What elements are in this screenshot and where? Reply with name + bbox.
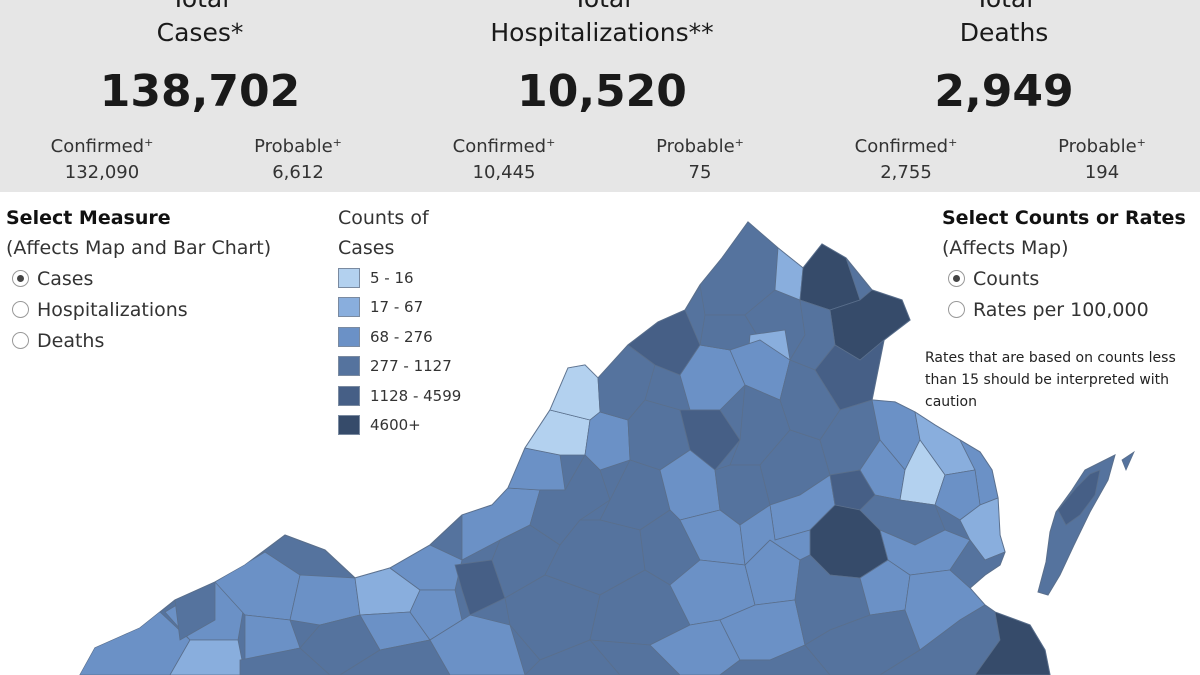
deaths-confirmed-value: 2,755	[880, 162, 932, 183]
dagger-mark: +	[734, 136, 744, 149]
radio-selected-icon[interactable]	[948, 270, 965, 287]
counts-rates-panel: Select Counts or Rates (Affects Map) Cou…	[942, 203, 1186, 325]
measure-subheading: (Affects Map and Bar Chart)	[6, 237, 272, 259]
hospitalizations-probable: Probable+ 75	[600, 130, 800, 186]
cases-title-line1: Total	[0, 0, 400, 15]
legend-label: 277 - 1127	[370, 357, 452, 376]
radio-label: Counts	[973, 267, 1040, 290]
legend-label: 4600+	[370, 416, 421, 435]
county-region[interactable]	[549, 364, 601, 421]
scale-subheading: (Affects Map)	[942, 237, 1069, 259]
hospitalizations-confirmed: Confirmed+ 10,445	[404, 130, 604, 186]
hospitalizations-title-line1: Total	[402, 0, 802, 15]
radio-deaths[interactable]: Deaths	[6, 325, 271, 356]
hospitalizations-total: 10,520	[517, 66, 687, 117]
deaths-confirmed: Confirmed+ 2,755	[806, 130, 1006, 186]
legend-label: 17 - 67	[370, 298, 424, 317]
rates-caution-note: Rates that are based on counts less than…	[925, 350, 1176, 410]
county-region[interactable]	[799, 243, 861, 311]
legend-item[interactable]: 17 - 67	[338, 293, 461, 323]
radio-counts[interactable]: Counts	[942, 263, 1186, 294]
radio-label: Rates per 100,000	[973, 298, 1149, 321]
dagger-mark: +	[144, 136, 154, 149]
legend-swatch	[338, 385, 360, 406]
radio-rates[interactable]: Rates per 100,000	[942, 294, 1186, 325]
legend-title-line1: Counts of	[338, 207, 429, 229]
radio-selected-icon[interactable]	[12, 270, 29, 287]
deaths-confirmed-label: Confirmed	[854, 136, 949, 157]
legend-item[interactable]: 68 - 276	[338, 322, 461, 352]
county-region[interactable]	[454, 559, 506, 616]
dagger-mark: +	[332, 136, 342, 149]
legend-swatch	[338, 267, 360, 288]
legend-title-line2: Cases	[338, 237, 395, 259]
hospitalizations-probable-label: Probable	[656, 136, 735, 157]
radio-cases[interactable]: Cases	[6, 263, 271, 294]
county-region[interactable]	[174, 581, 216, 641]
county-region[interactable]	[974, 611, 1050, 675]
legend-label: 68 - 276	[370, 327, 433, 346]
legend-label: 1128 - 4599	[370, 386, 462, 405]
hospitalizations-probable-value: 75	[688, 162, 712, 183]
dagger-mark: +	[948, 136, 958, 149]
hospitalizations-title-line2: Hospitalizations**	[490, 18, 714, 47]
county-region[interactable]	[169, 639, 246, 675]
eastern-shore-county[interactable]	[1057, 469, 1101, 526]
map-legend: Counts of Cases 5 - 16 17 - 67 68 - 276 277…	[338, 203, 461, 440]
county-region[interactable]	[60, 611, 191, 675]
legend-item[interactable]: 1128 - 4599	[338, 381, 461, 411]
county-region[interactable]	[679, 409, 741, 471]
county-region[interactable]	[507, 447, 566, 491]
legend-swatch	[338, 297, 360, 318]
dagger-mark: +	[1136, 136, 1146, 149]
eastern-shore[interactable]	[1037, 454, 1116, 596]
legend-swatch	[338, 415, 360, 436]
deaths-probable: Probable+ 194	[1002, 130, 1200, 186]
radio-unselected-icon[interactable]	[12, 332, 29, 349]
radio-hospitalizations[interactable]: Hospitalizations	[6, 294, 271, 325]
cases-confirmed: Confirmed+ 132,090	[2, 130, 202, 186]
deaths-probable-value: 194	[1084, 162, 1120, 183]
cases-confirmed-label: Confirmed	[50, 136, 145, 157]
legend-item[interactable]: 4600+	[338, 411, 461, 441]
radio-unselected-icon[interactable]	[12, 301, 29, 318]
measure-panel: Select Measure (Affects Map and Bar Char…	[6, 203, 271, 356]
hospitalizations-confirmed-value: 10,445	[472, 162, 536, 183]
legend-swatch	[338, 356, 360, 377]
deaths-probable-label: Probable	[1058, 136, 1137, 157]
hospitalizations-confirmed-label: Confirmed	[452, 136, 547, 157]
legend-swatch	[338, 326, 360, 347]
measure-heading: Select Measure	[6, 207, 171, 229]
legend-label: 5 - 16	[370, 268, 414, 287]
radio-label: Hospitalizations	[37, 298, 188, 321]
scale-heading: Select Counts or Rates	[942, 207, 1186, 229]
legend-item[interactable]: 277 - 1127	[338, 352, 461, 382]
county-region[interactable]	[589, 639, 681, 675]
deaths-title-line2: Deaths	[959, 18, 1049, 47]
county-region[interactable]	[718, 644, 831, 675]
cases-total: 138,702	[99, 66, 301, 117]
cases-probable: Probable+ 6,612	[198, 130, 398, 186]
cases-title-line2: Cases*	[156, 18, 244, 47]
cases-probable-value: 6,612	[272, 162, 324, 183]
radio-label: Cases	[37, 267, 94, 290]
county-region[interactable]	[338, 639, 451, 675]
deaths-total: 2,949	[934, 66, 1074, 117]
dagger-mark: +	[546, 136, 556, 149]
deaths-title-line1: Total	[804, 0, 1200, 15]
summary-banner: Total Cases* 138,702 Confirmed+ 132,090 …	[0, 0, 1200, 192]
legend-item[interactable]: 5 - 16	[338, 263, 461, 293]
cases-confirmed-value: 132,090	[64, 162, 140, 183]
radio-label: Deaths	[37, 329, 105, 352]
chincoteague-island	[1121, 450, 1135, 472]
cases-probable-label: Probable	[254, 136, 333, 157]
radio-unselected-icon[interactable]	[948, 301, 965, 318]
county-region[interactable]	[949, 539, 1006, 589]
